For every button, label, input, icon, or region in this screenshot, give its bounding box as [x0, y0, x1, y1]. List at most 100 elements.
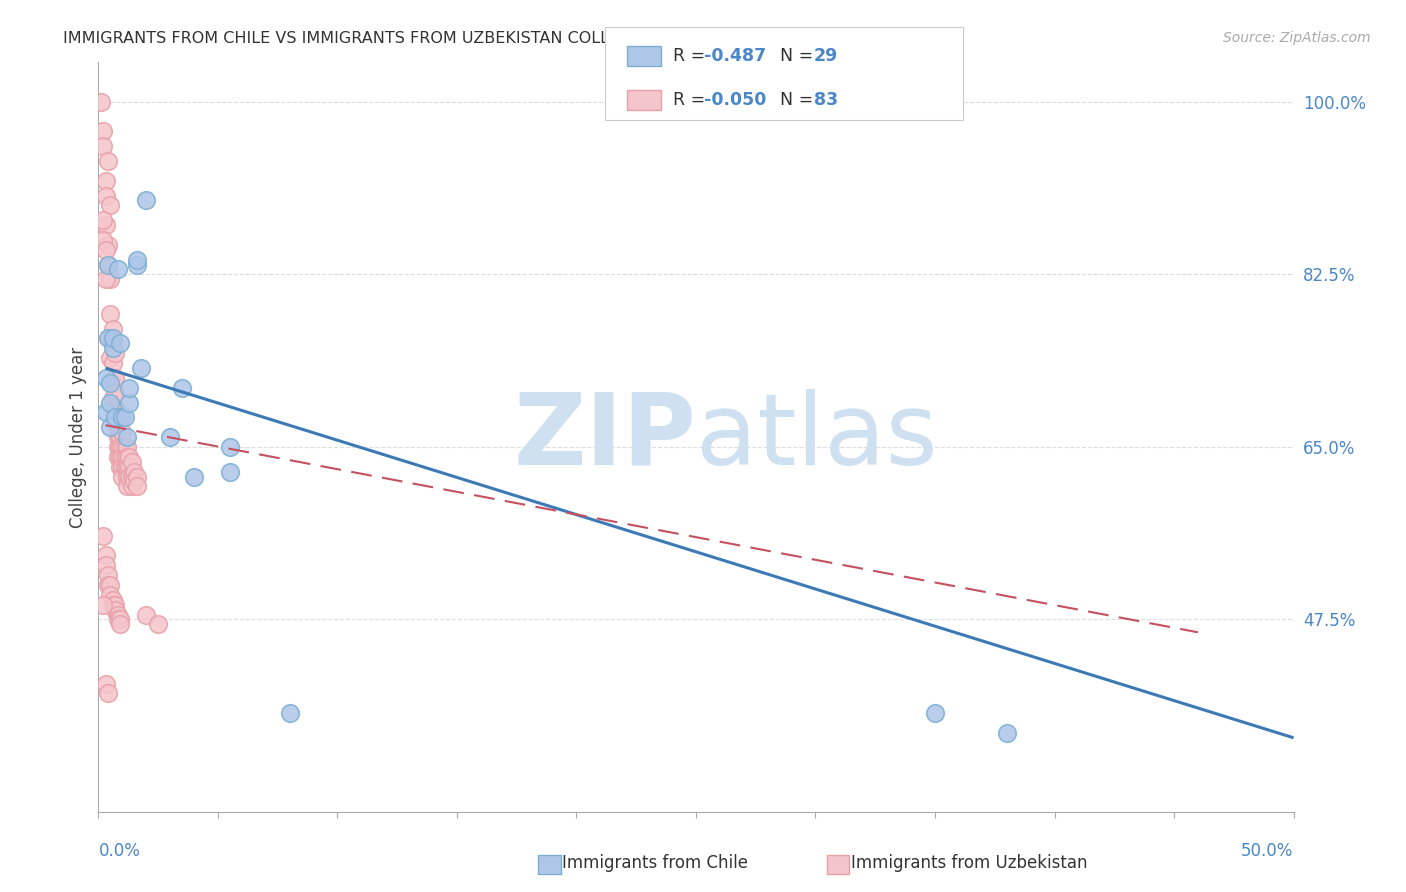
Point — [118, 450, 141, 464]
Point — [94, 272, 117, 286]
Point — [115, 450, 138, 464]
Point — [114, 459, 136, 474]
Text: ZIP: ZIP — [513, 389, 696, 485]
Point — [97, 686, 120, 700]
Text: -0.050: -0.050 — [704, 91, 766, 109]
Point — [135, 607, 157, 622]
Point — [125, 469, 148, 483]
Point — [118, 381, 141, 395]
Point — [108, 336, 131, 351]
Point — [94, 405, 117, 419]
Point — [118, 395, 141, 409]
Point — [104, 598, 127, 612]
Point — [101, 342, 124, 356]
Point — [104, 410, 127, 425]
Point — [104, 385, 127, 400]
Text: Immigrants from Chile: Immigrants from Chile — [562, 855, 748, 872]
Point — [98, 420, 122, 434]
Point — [159, 430, 181, 444]
Point — [219, 440, 242, 454]
Point — [108, 617, 131, 632]
Point — [107, 450, 129, 464]
Point — [107, 430, 129, 444]
Point — [91, 124, 114, 138]
Point — [107, 607, 129, 622]
Text: IMMIGRANTS FROM CHILE VS IMMIGRANTS FROM UZBEKISTAN COLLEGE, UNDER 1 YEAR CORREL: IMMIGRANTS FROM CHILE VS IMMIGRANTS FROM… — [63, 31, 950, 46]
Point — [104, 415, 127, 429]
Point — [114, 410, 136, 425]
Point — [111, 459, 134, 474]
Point — [98, 307, 122, 321]
Point — [94, 549, 117, 563]
Y-axis label: College, Under 1 year: College, Under 1 year — [69, 346, 87, 528]
Point — [94, 218, 117, 232]
Text: Immigrants from Uzbekistan: Immigrants from Uzbekistan — [851, 855, 1087, 872]
Point — [995, 726, 1018, 740]
Point — [108, 450, 131, 464]
Point — [98, 198, 122, 212]
Point — [121, 469, 143, 483]
Point — [94, 243, 117, 257]
Point — [111, 469, 134, 483]
Point — [107, 420, 129, 434]
Point — [107, 262, 129, 277]
Point — [101, 598, 124, 612]
Point — [108, 430, 131, 444]
Point — [97, 578, 120, 592]
Point — [101, 376, 124, 390]
Point — [121, 479, 143, 493]
Point — [115, 479, 138, 493]
Point — [125, 258, 148, 272]
Point — [91, 233, 114, 247]
Point — [124, 465, 146, 479]
Point — [219, 465, 242, 479]
Point — [104, 371, 127, 385]
Point — [94, 174, 117, 188]
Point — [91, 598, 114, 612]
Point — [91, 529, 114, 543]
Point — [97, 154, 120, 169]
Point — [91, 213, 114, 227]
Point — [278, 706, 301, 720]
Point — [97, 258, 120, 272]
Point — [124, 475, 146, 489]
Point — [98, 578, 122, 592]
Point — [94, 676, 117, 690]
Point — [114, 450, 136, 464]
Point — [97, 568, 120, 582]
Point — [98, 331, 122, 345]
Point — [131, 361, 153, 376]
Point — [115, 469, 138, 483]
Point — [104, 602, 127, 616]
Point — [98, 376, 122, 390]
Text: N =: N = — [769, 47, 818, 65]
Point — [97, 258, 120, 272]
Point — [104, 401, 127, 415]
Point — [91, 139, 114, 153]
Text: R =: R = — [673, 47, 711, 65]
Point — [108, 410, 131, 425]
Point — [108, 612, 131, 626]
Point — [101, 356, 124, 370]
Text: atlas: atlas — [696, 389, 938, 485]
Point — [125, 252, 148, 267]
Text: -0.487: -0.487 — [704, 47, 766, 65]
Point — [924, 706, 946, 720]
Text: 83: 83 — [814, 91, 838, 109]
Point — [94, 371, 117, 385]
Point — [114, 440, 136, 454]
Point — [98, 351, 122, 366]
Point — [94, 558, 117, 573]
Point — [111, 410, 134, 425]
Point — [115, 459, 138, 474]
Point — [111, 450, 134, 464]
Text: 29: 29 — [814, 47, 838, 65]
Text: Source: ZipAtlas.com: Source: ZipAtlas.com — [1223, 31, 1371, 45]
Point — [135, 194, 157, 208]
Point — [108, 440, 131, 454]
Point — [101, 592, 124, 607]
Point — [148, 617, 170, 632]
Point — [172, 381, 194, 395]
Point — [111, 440, 134, 454]
Point — [94, 188, 117, 202]
